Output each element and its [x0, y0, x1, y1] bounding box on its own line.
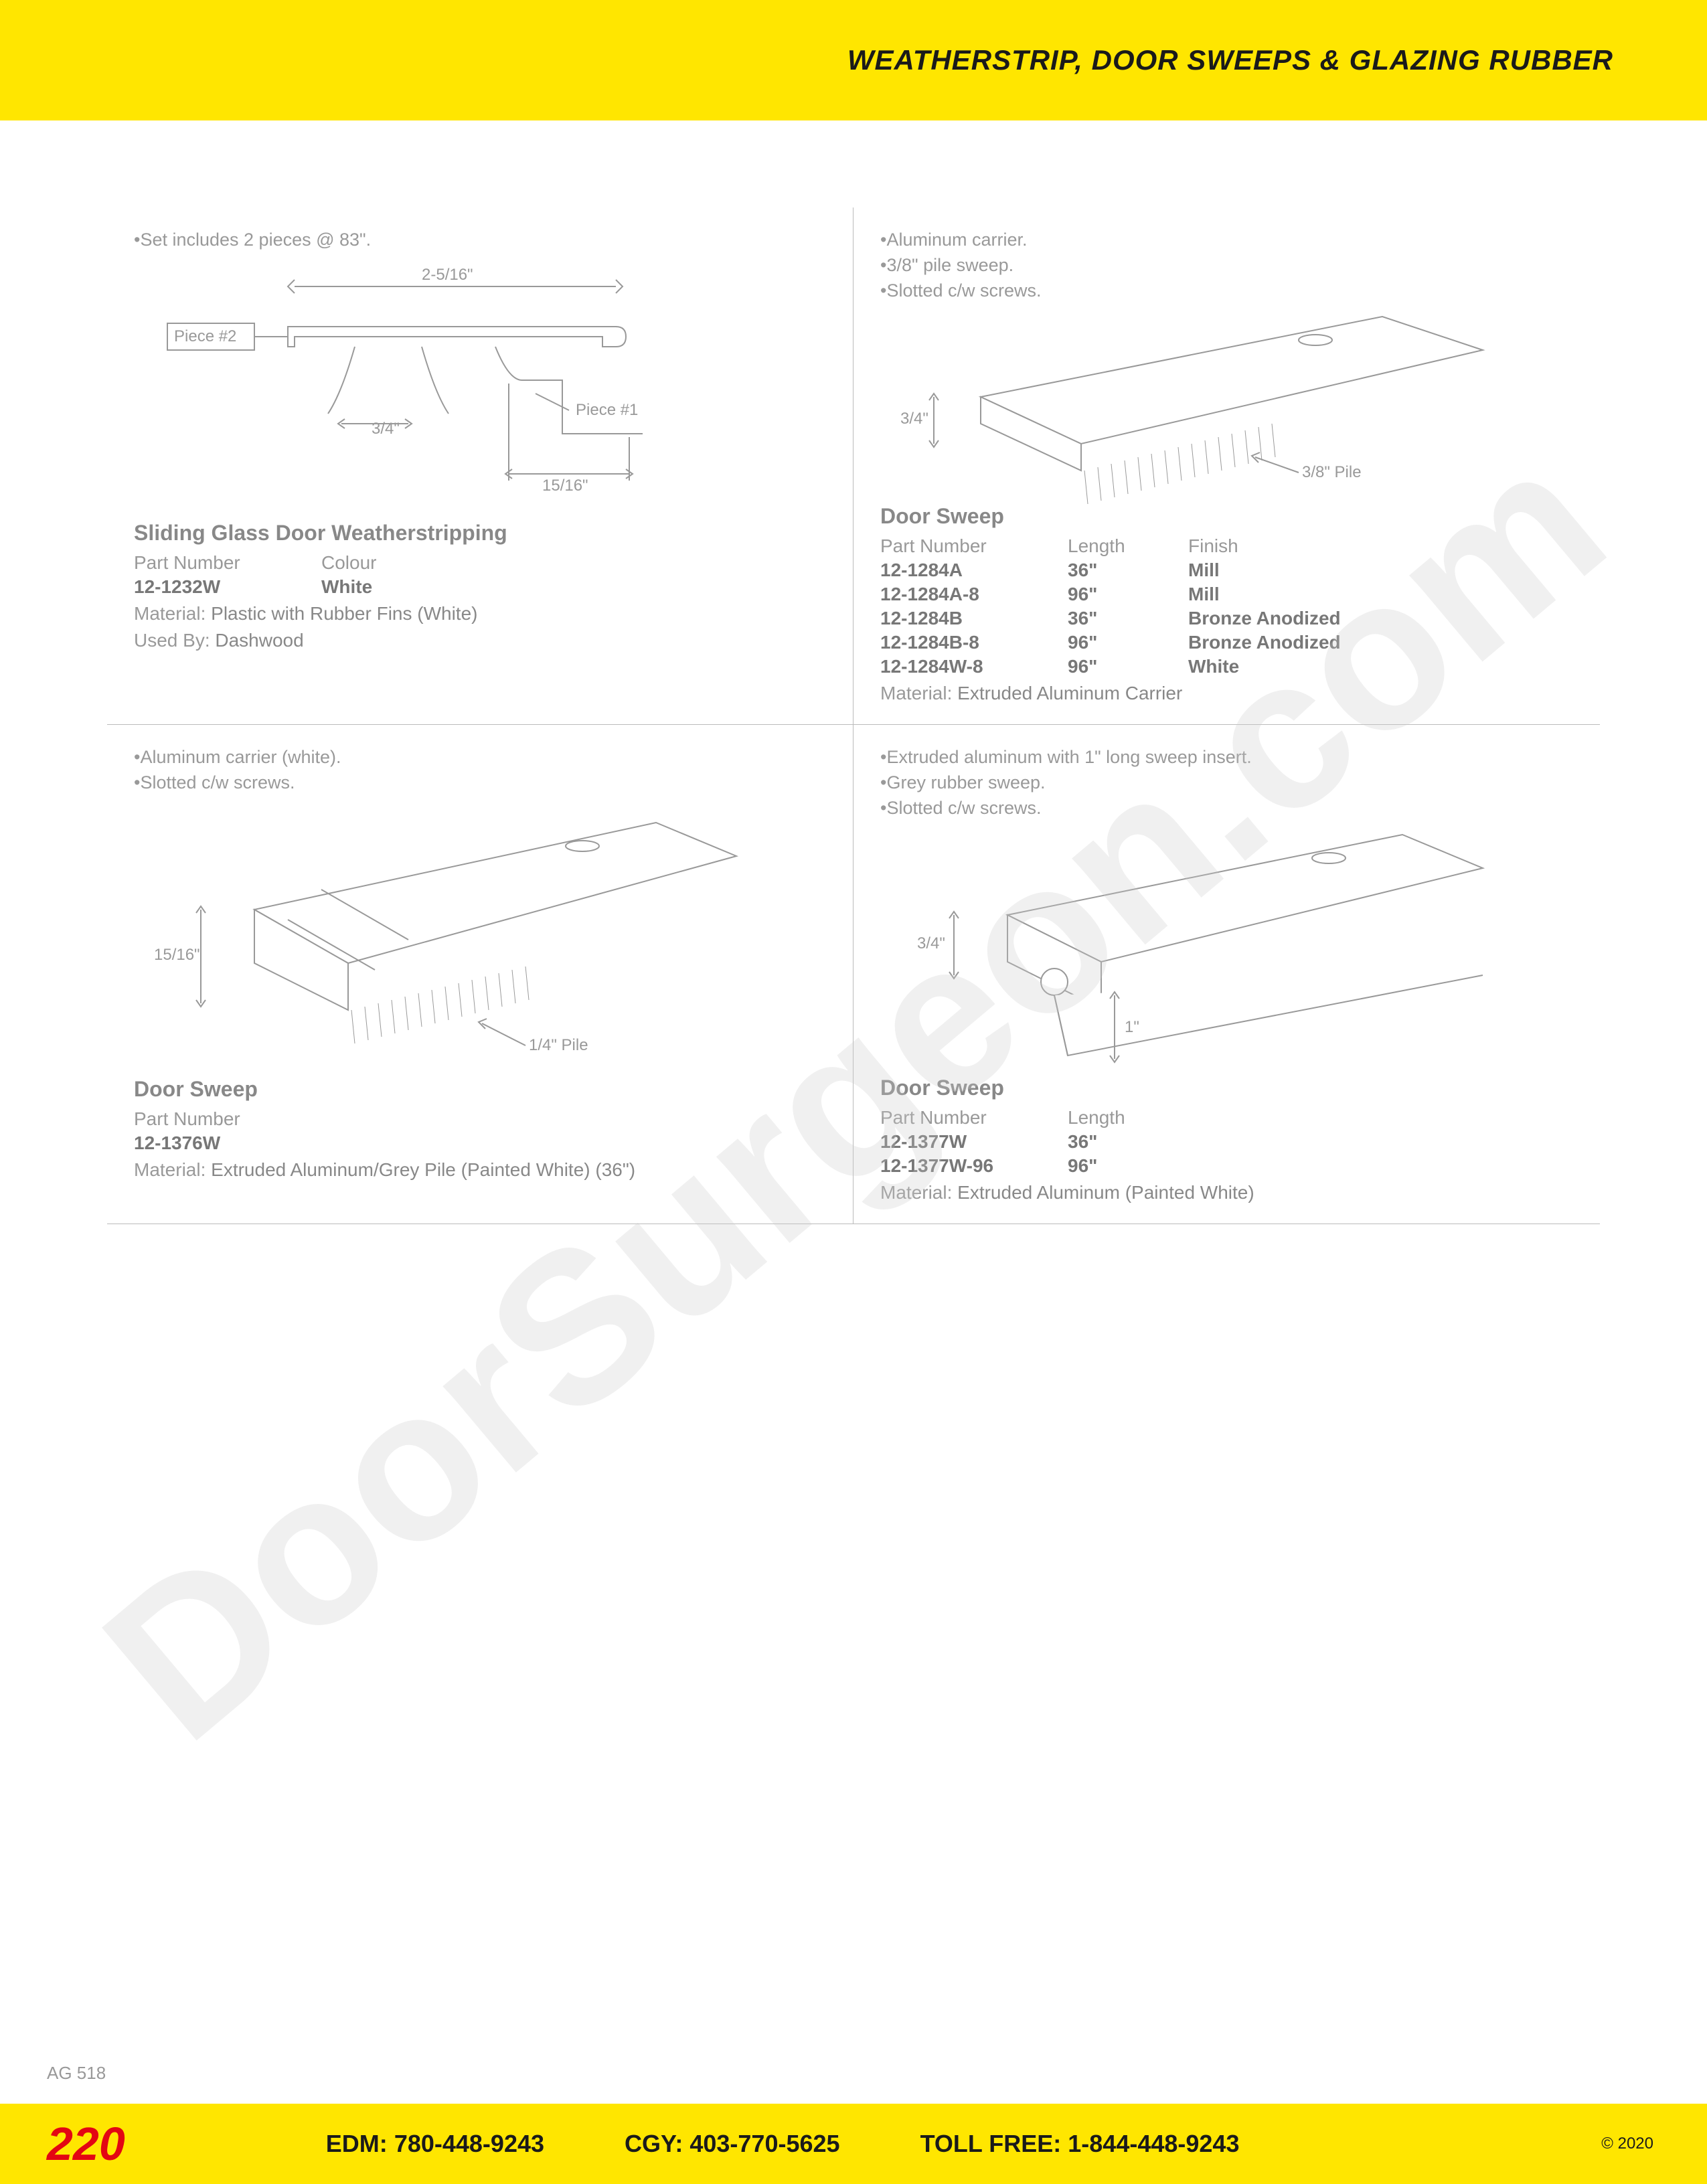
- material-label: Material:: [134, 1159, 206, 1180]
- col-partnum: Part Number: [134, 1108, 321, 1130]
- cgy-contact: CGY: 403-770-5625: [625, 2130, 840, 2158]
- product-cell-sliding-glass: •Set includes 2 pieces @ 83". 2-5/16" Pi…: [107, 207, 854, 725]
- table-row: 12-1284B36"Bronze Anodized: [880, 608, 1573, 629]
- technical-diagram: 3/4" 3/8" Pile: [880, 310, 1573, 497]
- dim-d: 1": [1125, 1018, 1139, 1036]
- product-notes: •Set includes 2 pieces @ 83".: [134, 228, 826, 253]
- note-line: •Extruded aluminum with 1" long sweep in…: [880, 745, 1573, 770]
- part-number: 12-1232W: [134, 576, 321, 598]
- header-bar: WEATHERSTRIP, DOOR SWEEPS & GLAZING RUBB…: [0, 0, 1707, 120]
- dim-width: 2-5/16": [422, 266, 473, 284]
- product-title: Door Sweep: [134, 1077, 826, 1102]
- note-line: •3/8" pile sweep.: [880, 253, 1573, 278]
- usedby-value: Dashwood: [215, 630, 303, 651]
- product-title: Sliding Glass Door Weatherstripping: [134, 521, 826, 545]
- product-notes: •Extruded aluminum with 1" long sweep in…: [880, 745, 1573, 821]
- tollfree-contact: TOLL FREE: 1-844-448-9243: [920, 2130, 1240, 2158]
- material-label: Material:: [880, 683, 952, 703]
- copyright: © 2020: [1601, 2134, 1653, 2153]
- usedby-line: Used By: Dashwood: [134, 630, 826, 651]
- note-line: •Grey rubber sweep.: [880, 770, 1573, 796]
- colour-value: White: [321, 576, 442, 598]
- material-value: Extruded Aluminum/Grey Pile (Painted Whi…: [211, 1159, 635, 1180]
- table-header: Part Number Colour: [134, 552, 826, 574]
- product-cell-door-sweep-1376: •Aluminum carrier (white). •Slotted c/w …: [107, 725, 854, 1224]
- footer-bar: 220 EDM: 780-448-9243 CGY: 403-770-5625 …: [0, 2104, 1707, 2184]
- page-category-title: WEATHERSTRIP, DOOR SWEEPS & GLAZING RUBB…: [847, 44, 1613, 76]
- edm-contact: EDM: 780-448-9243: [326, 2130, 544, 2158]
- part-number: 12-1376W: [134, 1132, 321, 1154]
- note-line: •Aluminum carrier (white).: [134, 745, 826, 770]
- table-header: Part Number Length Finish: [880, 535, 1573, 557]
- col-partnum: Part Number: [880, 535, 1068, 557]
- col-colour: Colour: [321, 552, 442, 574]
- product-notes: •Aluminum carrier (white). •Slotted c/w …: [134, 745, 826, 796]
- dim-h: 15/16": [154, 946, 200, 964]
- note-line: •Aluminum carrier.: [880, 228, 1573, 253]
- material-value: Extruded Aluminum (Painted White): [957, 1182, 1254, 1203]
- material-label: Material:: [880, 1182, 952, 1203]
- piece1-label: Piece #1: [576, 401, 638, 419]
- table-row: 12-1232W White: [134, 576, 826, 598]
- col-length: Length: [1068, 1107, 1188, 1128]
- table-row: 12-1284B-896"Bronze Anodized: [880, 632, 1573, 653]
- technical-diagram: 15/16" 1/4" Pile: [134, 803, 826, 1070]
- product-notes: •Aluminum carrier. •3/8" pile sweep. •Sl…: [880, 228, 1573, 303]
- product-cell-door-sweep-1284: •Aluminum carrier. •3/8" pile sweep. •Sl…: [854, 207, 1600, 725]
- material-line: Material: Extruded Aluminum Carrier: [880, 683, 1573, 704]
- col-partnum: Part Number: [880, 1107, 1068, 1128]
- note-line: •Slotted c/w screws.: [880, 278, 1573, 304]
- product-cell-door-sweep-1377: •Extruded aluminum with 1" long sweep in…: [854, 725, 1600, 1224]
- table-row: 12-1377W-9696": [880, 1155, 1573, 1177]
- dim-h: 3/4": [900, 410, 928, 428]
- material-line: Material: Plastic with Rubber Fins (Whit…: [134, 603, 826, 624]
- material-value: Extruded Aluminum Carrier: [957, 683, 1182, 703]
- material-line: Material: Extruded Aluminum (Painted Whi…: [880, 1182, 1573, 1203]
- note-line: •Set includes 2 pieces @ 83".: [134, 228, 826, 253]
- col-partnum: Part Number: [134, 552, 321, 574]
- table-row: 12-1284W-896"White: [880, 656, 1573, 677]
- pile-label: 3/8" Pile: [1302, 463, 1362, 481]
- technical-diagram: 2-5/16" Piece #2 3/4" Piece #1 15/16": [134, 260, 826, 514]
- dim-1516: 15/16": [542, 477, 588, 495]
- material-label: Material:: [134, 603, 206, 624]
- table-header: Part Number Length: [880, 1107, 1573, 1128]
- dim-h: 3/4": [917, 934, 945, 952]
- note-line: •Slotted c/w screws.: [880, 796, 1573, 821]
- catalog-grid: •Set includes 2 pieces @ 83". 2-5/16" Pi…: [0, 120, 1707, 1224]
- table-row: 12-1376W: [134, 1132, 826, 1154]
- material-value: Plastic with Rubber Fins (White): [211, 603, 477, 624]
- table-row: 12-1377W36": [880, 1131, 1573, 1153]
- note-line: •Slotted c/w screws.: [134, 770, 826, 796]
- dim-34: 3/4": [372, 420, 400, 438]
- technical-diagram: 3/4" 1": [880, 828, 1573, 1069]
- col-finish: Finish: [1188, 535, 1573, 557]
- doc-code: AG 518: [47, 2063, 106, 2084]
- material-line: Material: Extruded Aluminum/Grey Pile (P…: [134, 1159, 826, 1181]
- page-number: 220: [47, 2117, 125, 2171]
- usedby-label: Used By:: [134, 630, 210, 651]
- table-row: 12-1284A-896"Mill: [880, 584, 1573, 605]
- piece2-label: Piece #2: [174, 327, 236, 345]
- pile-label: 1/4" Pile: [529, 1036, 588, 1054]
- table-header: Part Number: [134, 1108, 826, 1130]
- col-length: Length: [1068, 535, 1188, 557]
- table-row: 12-1284A36"Mill: [880, 560, 1573, 581]
- footer-contacts: EDM: 780-448-9243 CGY: 403-770-5625 TOLL…: [326, 2130, 1240, 2158]
